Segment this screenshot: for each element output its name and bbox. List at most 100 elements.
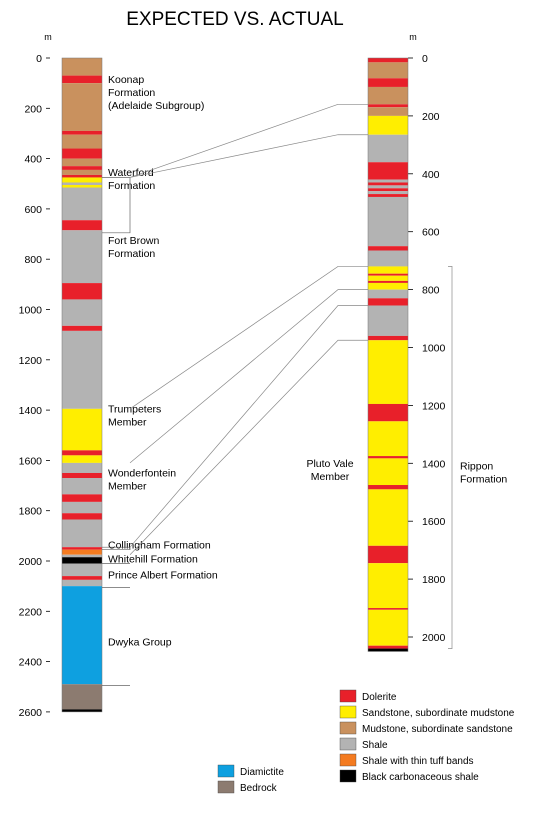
- actual-layer-shale: [368, 196, 408, 247]
- expected-formation-label: Whitehill Formation: [108, 553, 198, 565]
- actual-tick-label: 1600: [422, 516, 446, 528]
- expected-layer-shale: [62, 187, 102, 221]
- legend-swatch-shale: [339, 737, 357, 751]
- expected-formation-label: Formation: [108, 87, 155, 99]
- actual-formation-label: Rippon: [460, 461, 493, 473]
- expected-formation-label: Member: [108, 481, 147, 493]
- expected-layer-black_shale: [62, 557, 102, 564]
- expected-tick-label: 200: [24, 103, 42, 115]
- expected-layer-tuff: [62, 549, 102, 555]
- expected-layer-sandstone: [62, 177, 102, 183]
- correlation-line: [129, 134, 368, 178]
- expected-boundary-bracket: [102, 177, 131, 234]
- expected-layer-shale: [62, 182, 102, 186]
- expected-layer-shale: [62, 519, 102, 548]
- actual-layer-dolerite: [368, 608, 408, 610]
- legend-label: Shale with thin tuff bands: [362, 756, 474, 767]
- actual-layer-shale: [368, 185, 408, 189]
- actual-layer-sandstone: [368, 340, 408, 404]
- correlation-line: [129, 103, 368, 178]
- expected-layer-mudstone: [62, 134, 102, 149]
- actual-layer-mudstone: [368, 86, 408, 105]
- expected-unit-label: m: [44, 32, 52, 42]
- actual-layer-shale: [368, 179, 408, 183]
- correlation-line: [129, 266, 368, 410]
- expected-layer-shale: [62, 579, 102, 587]
- expected-formation-label: Formation: [108, 248, 155, 260]
- correlation-line: [129, 305, 368, 548]
- actual-tick-label: 800: [422, 285, 440, 297]
- expected-tick-label: 1200: [19, 355, 43, 367]
- actual-tick-label: 1800: [422, 574, 446, 586]
- expected-layer-shale: [62, 563, 102, 577]
- expected-layer-dolerite: [62, 547, 102, 550]
- expected-formation-label: Dwyka Group: [108, 636, 172, 648]
- page-title: EXPECTED VS. ACTUAL: [126, 9, 344, 30]
- expected-tick-label: 2200: [19, 606, 43, 618]
- actual-layer-sandstone: [368, 115, 408, 135]
- legend-swatch-black_shale: [339, 769, 357, 783]
- expected-column-outline: [61, 57, 103, 713]
- expected-tick-label: 1600: [19, 455, 43, 467]
- expected-column: m 0 200 400 600 800 1000 1200 1400 1600 1800 2000 22…: [19, 32, 218, 719]
- expected-formation-label: Wonderfontein: [108, 468, 176, 480]
- expected-layer-dolerite: [62, 513, 102, 520]
- actual-layer-sandstone: [368, 609, 408, 646]
- actual-layer-dolerite: [368, 246, 408, 251]
- expected-layer-dolerite: [62, 283, 102, 300]
- actual-tick-label: 1000: [422, 343, 446, 355]
- actual-layer-dolerite: [368, 335, 408, 341]
- actual-tick-label: 400: [422, 169, 440, 181]
- legend-swatch-tuff: [339, 753, 357, 767]
- legend-label: Mudstone, subordinate sandstone: [362, 724, 513, 735]
- expected-layer-shale: [62, 462, 102, 473]
- actual-column-outline: [367, 57, 409, 652]
- expected-layer-dolerite: [62, 174, 102, 178]
- actual-tick-label: 200: [422, 111, 440, 123]
- actual-tick-label: 600: [422, 227, 440, 239]
- expected-layer-shale: [62, 478, 102, 495]
- expected-formation-label: Member: [108, 417, 147, 429]
- expected-layer-diamictite: [62, 586, 102, 685]
- actual-layer-dolerite: [368, 188, 408, 192]
- correlation-line: [129, 289, 368, 464]
- expected-layer-bedrock: [62, 684, 102, 710]
- expected-layer-shale: [62, 501, 102, 514]
- actual-layer-dolerite: [368, 78, 408, 87]
- expected-layer-dolerite: [62, 494, 102, 502]
- expected-tick-label: 1400: [19, 405, 43, 417]
- expected-layer-dolerite: [62, 130, 102, 135]
- actual-layer-mudstone: [368, 62, 408, 79]
- actual-layer-dolerite: [368, 456, 408, 459]
- expected-tick-label: 600: [24, 204, 42, 216]
- actual-formation-label: Formation: [460, 474, 507, 486]
- legend: Dolerite Sandstone, subordinate mudstone M…: [217, 689, 515, 794]
- actual-layer-shale: [368, 289, 408, 299]
- expected-layer-sandstone: [62, 185, 102, 188]
- actual-layer-dolerite: [368, 273, 408, 276]
- expected-formation-label: Koonap: [108, 74, 144, 86]
- legend-label: Bedrock: [240, 783, 278, 794]
- legend-label: Sandstone, subordinate mudstone: [362, 708, 515, 719]
- actual-layer-dolerite: [368, 645, 408, 649]
- expected-tick-label: 400: [24, 154, 42, 166]
- rippon-formation-bracket: [448, 266, 453, 649]
- legend-swatch-sandstone: [339, 705, 357, 719]
- expected-layer-mudstone: [62, 169, 102, 175]
- actual-layer-shale: [368, 250, 408, 267]
- expected-layer-dolerite: [62, 220, 102, 231]
- expected-formation-label: Waterford: [108, 167, 154, 179]
- actual-layer-sandstone: [368, 421, 408, 457]
- expected-layer-mudstone: [62, 58, 102, 76]
- actual-layer-dolerite: [368, 298, 408, 306]
- actual-layer-shale: [368, 305, 408, 336]
- expected-formation-label: Fort Brown: [108, 235, 160, 247]
- expected-layer-dolerite: [62, 576, 102, 580]
- expected-layer-sandstone: [62, 455, 102, 463]
- actual-tick-label: 1200: [422, 400, 446, 412]
- legend-label: Diamictite: [240, 767, 284, 778]
- legend-swatch-dolerite: [339, 689, 357, 703]
- legend-swatch-bedrock: [217, 780, 235, 794]
- actual-tick-label: 1400: [422, 458, 446, 470]
- actual-layer-shale: [368, 134, 408, 163]
